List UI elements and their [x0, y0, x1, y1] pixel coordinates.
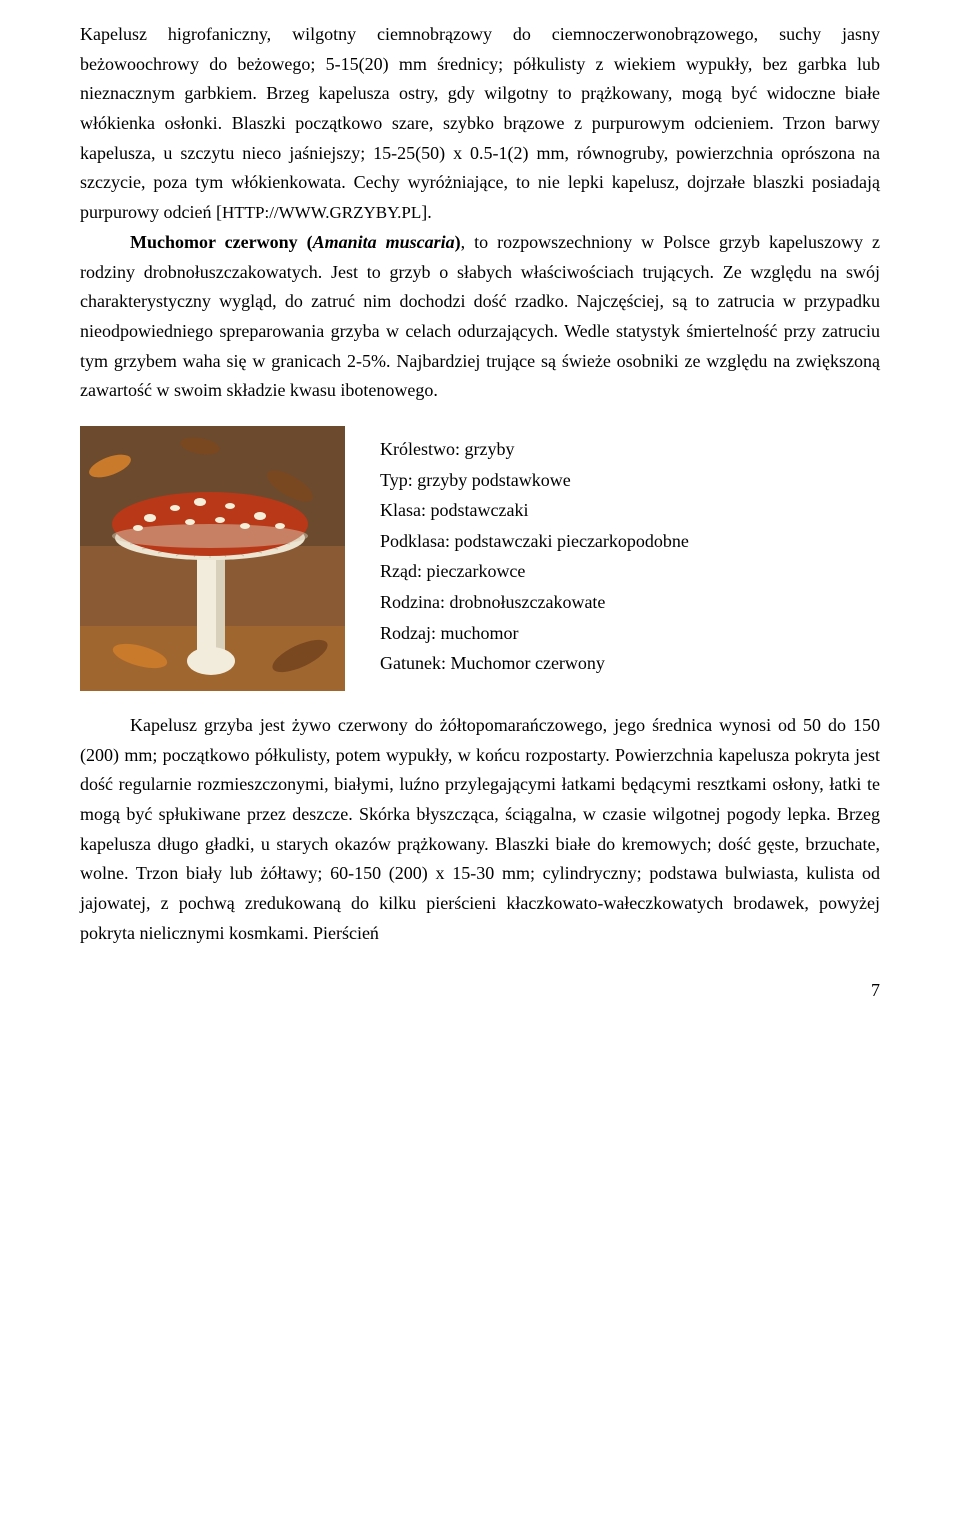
paragraph-2-species: Amanita muscaria	[313, 232, 455, 252]
paragraph-2: Muchomor czerwony (Amanita muscaria), to…	[80, 228, 880, 406]
mushroom-svg	[80, 426, 345, 691]
paragraph-1-link: HTTP://WWW.GRZYBY.PL	[222, 203, 421, 222]
paragraph-1: Kapelusz higrofaniczny, wilgotny ciemnob…	[80, 20, 880, 228]
paragraph-1-text: Kapelusz higrofaniczny, wilgotny ciemnob…	[80, 24, 880, 222]
paragraph-1-close: ].	[421, 202, 432, 222]
taxonomy-genus: Rodzaj: muchomor	[380, 618, 880, 649]
taxonomy-subclass: Podklasa: podstawczaki pieczarkopodobne	[380, 526, 880, 557]
paragraph-3: Kapelusz grzyba jest żywo czerwony do żó…	[80, 711, 880, 949]
taxonomy-kingdom: Królestwo: grzyby	[380, 434, 880, 465]
taxonomy-class: Klasa: podstawczaki	[380, 495, 880, 526]
paragraph-2-body: , to rozpowszechniony w Polsce grzyb kap…	[80, 232, 880, 400]
figure-row: Królestwo: grzyby Typ: grzyby podstawkow…	[80, 426, 880, 691]
taxonomy-family: Rodzina: drobnołuszczakowate	[380, 587, 880, 618]
taxonomy-list: Królestwo: grzyby Typ: grzyby podstawkow…	[380, 426, 880, 679]
mushroom-image	[80, 426, 345, 691]
taxonomy-species: Gatunek: Muchomor czerwony	[380, 648, 880, 679]
taxonomy-order: Rząd: pieczarkowce	[380, 556, 880, 587]
paragraph-2-lead: Muchomor czerwony (	[130, 232, 313, 252]
page-number: 7	[80, 976, 880, 1006]
taxonomy-phylum: Typ: grzyby podstawkowe	[380, 465, 880, 496]
